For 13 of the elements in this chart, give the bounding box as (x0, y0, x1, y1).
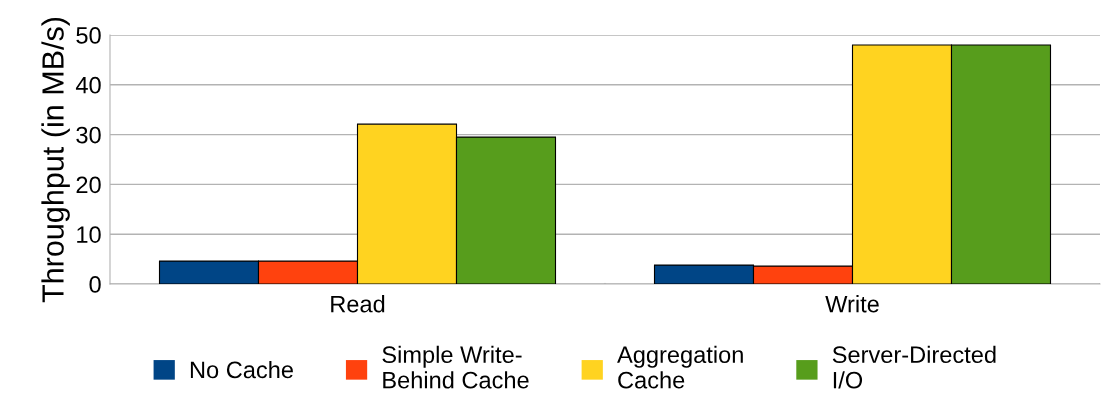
y-tick-label: 50 (76, 27, 101, 44)
legend-label: No Cache (190, 360, 293, 379)
y-tick-label: 30 (76, 126, 101, 144)
y-tick-label: 20 (76, 176, 101, 194)
y-tick-label: 10 (77, 226, 101, 243)
legend-label: Aggregation Cache (617, 345, 743, 389)
legend-label: Server-Directed I/O (832, 345, 996, 389)
y-axis-title: Throughput (in MB/s) (41, 17, 70, 303)
x-tick-label: Read (331, 295, 385, 313)
legend-label: Simple Write- Behind Cache (382, 345, 529, 389)
y-tick-label: 0 (89, 276, 101, 293)
x-tick-label: Write (825, 295, 879, 313)
y-tick-label: 40 (75, 76, 101, 94)
